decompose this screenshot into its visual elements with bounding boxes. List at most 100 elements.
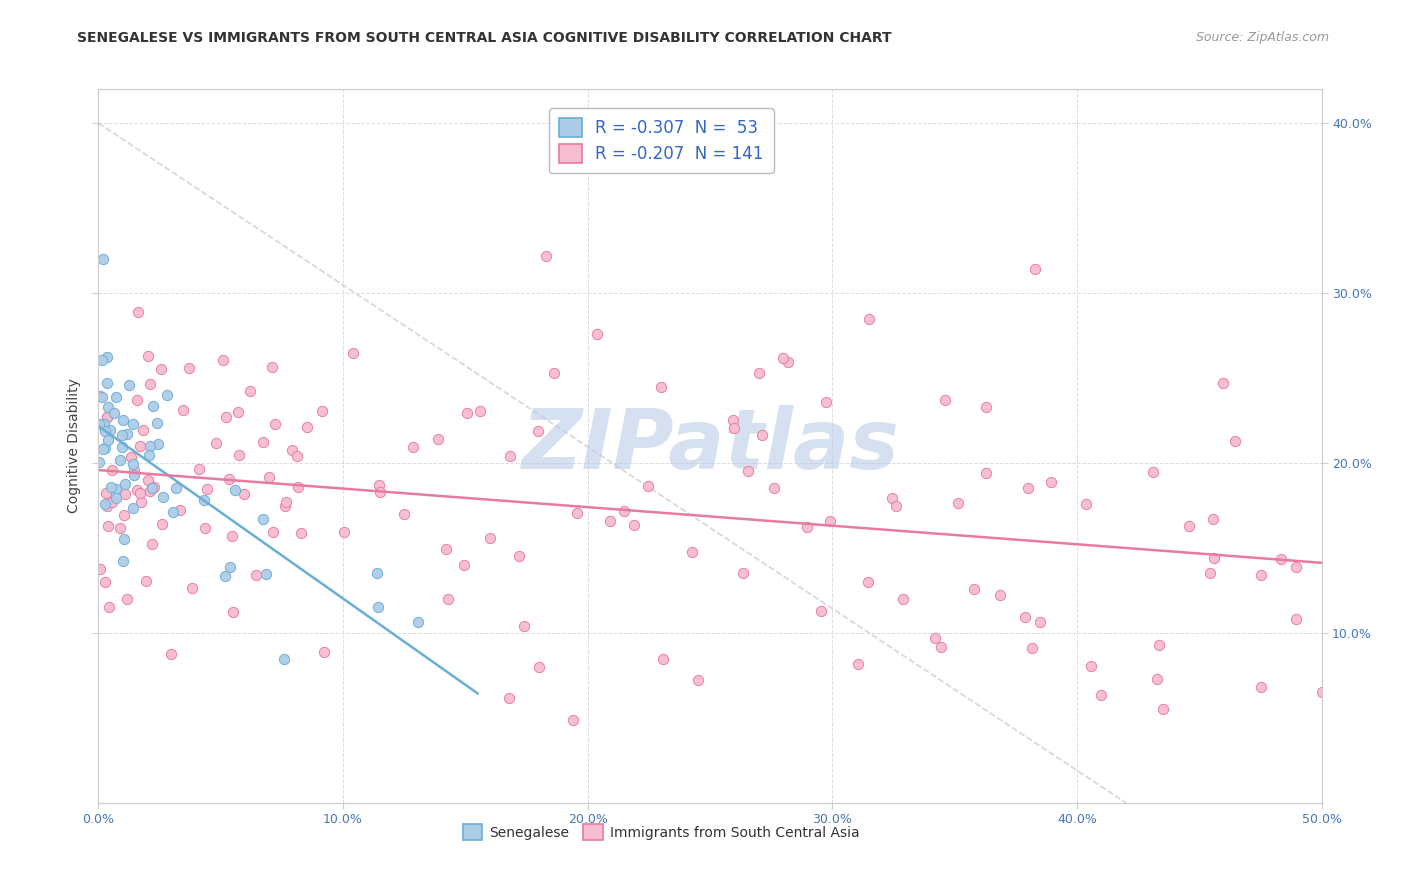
Point bbox=[856, 575, 879, 590]
Point bbox=[91, 353, 114, 368]
Point bbox=[976, 401, 998, 415]
Point bbox=[96, 409, 118, 424]
Point bbox=[252, 434, 274, 449]
Point bbox=[723, 421, 745, 435]
Point bbox=[162, 505, 184, 519]
Point bbox=[290, 525, 312, 540]
Point bbox=[165, 481, 187, 495]
Point bbox=[456, 406, 478, 420]
Point bbox=[96, 486, 118, 500]
Point bbox=[94, 575, 117, 590]
Point bbox=[599, 514, 621, 528]
Point bbox=[402, 440, 425, 454]
Point bbox=[105, 491, 128, 505]
Point bbox=[891, 591, 914, 606]
Point bbox=[613, 504, 636, 518]
Point bbox=[108, 521, 131, 535]
Point bbox=[1250, 680, 1272, 694]
Point bbox=[228, 448, 250, 462]
Point bbox=[127, 304, 149, 318]
Point bbox=[499, 449, 522, 463]
Point bbox=[129, 439, 152, 453]
Point bbox=[90, 390, 112, 404]
Point bbox=[274, 495, 297, 509]
Point bbox=[138, 377, 160, 392]
Point bbox=[1198, 566, 1220, 580]
Point bbox=[152, 490, 174, 504]
Point bbox=[1146, 673, 1168, 687]
Point bbox=[122, 457, 145, 471]
Point bbox=[193, 492, 215, 507]
Point bbox=[94, 424, 117, 438]
Point bbox=[776, 355, 799, 369]
Point bbox=[1074, 497, 1097, 511]
Point bbox=[1223, 434, 1246, 448]
Point bbox=[1090, 688, 1112, 702]
Point bbox=[239, 384, 262, 398]
Point bbox=[762, 481, 785, 495]
Text: ZIPatlas: ZIPatlas bbox=[522, 406, 898, 486]
Point bbox=[104, 390, 127, 404]
Point bbox=[818, 515, 841, 529]
Point bbox=[1204, 551, 1226, 566]
Point bbox=[89, 455, 111, 469]
Point bbox=[796, 520, 818, 534]
Point bbox=[218, 472, 240, 486]
Point bbox=[141, 537, 163, 551]
Point bbox=[103, 406, 125, 420]
Point bbox=[526, 424, 548, 438]
Point bbox=[136, 473, 159, 487]
Point bbox=[1014, 609, 1036, 624]
Point bbox=[262, 524, 284, 539]
Point bbox=[534, 249, 557, 263]
Point bbox=[479, 532, 502, 546]
Point bbox=[160, 647, 183, 661]
Point bbox=[194, 521, 217, 535]
Point bbox=[751, 427, 773, 442]
Point bbox=[543, 366, 565, 380]
Point bbox=[1080, 659, 1102, 673]
Point bbox=[156, 388, 179, 402]
Point bbox=[1212, 376, 1234, 390]
Point bbox=[118, 378, 141, 392]
Point bbox=[737, 464, 759, 478]
Point bbox=[93, 497, 115, 511]
Y-axis label: Cognitive Disability: Cognitive Disability bbox=[67, 378, 82, 514]
Point bbox=[884, 499, 907, 513]
Point bbox=[104, 482, 127, 496]
Point bbox=[131, 495, 153, 509]
Point bbox=[846, 657, 869, 672]
Point bbox=[125, 393, 148, 408]
Point bbox=[963, 582, 986, 597]
Point bbox=[96, 350, 118, 364]
Point bbox=[748, 366, 770, 380]
Point bbox=[211, 352, 233, 367]
Point bbox=[111, 427, 134, 442]
Point bbox=[101, 495, 124, 509]
Point bbox=[100, 480, 122, 494]
Point bbox=[138, 349, 160, 363]
Point bbox=[222, 605, 245, 619]
Point bbox=[138, 483, 160, 498]
Point bbox=[561, 713, 583, 727]
Point bbox=[122, 417, 145, 432]
Point bbox=[1024, 262, 1046, 277]
Point bbox=[366, 566, 388, 581]
Point bbox=[128, 485, 150, 500]
Point bbox=[139, 439, 162, 453]
Point bbox=[120, 450, 142, 464]
Point bbox=[508, 549, 530, 563]
Point bbox=[285, 450, 308, 464]
Point bbox=[146, 416, 169, 430]
Legend: Senegalese, Immigrants from South Central Asia: Senegalese, Immigrants from South Centra… bbox=[457, 819, 865, 846]
Point bbox=[681, 545, 703, 559]
Point bbox=[434, 541, 457, 556]
Point bbox=[195, 482, 218, 496]
Point bbox=[96, 499, 118, 513]
Point bbox=[287, 480, 309, 494]
Point bbox=[114, 477, 136, 491]
Point bbox=[233, 487, 256, 501]
Point bbox=[150, 517, 173, 532]
Point bbox=[637, 478, 659, 492]
Point bbox=[149, 361, 172, 376]
